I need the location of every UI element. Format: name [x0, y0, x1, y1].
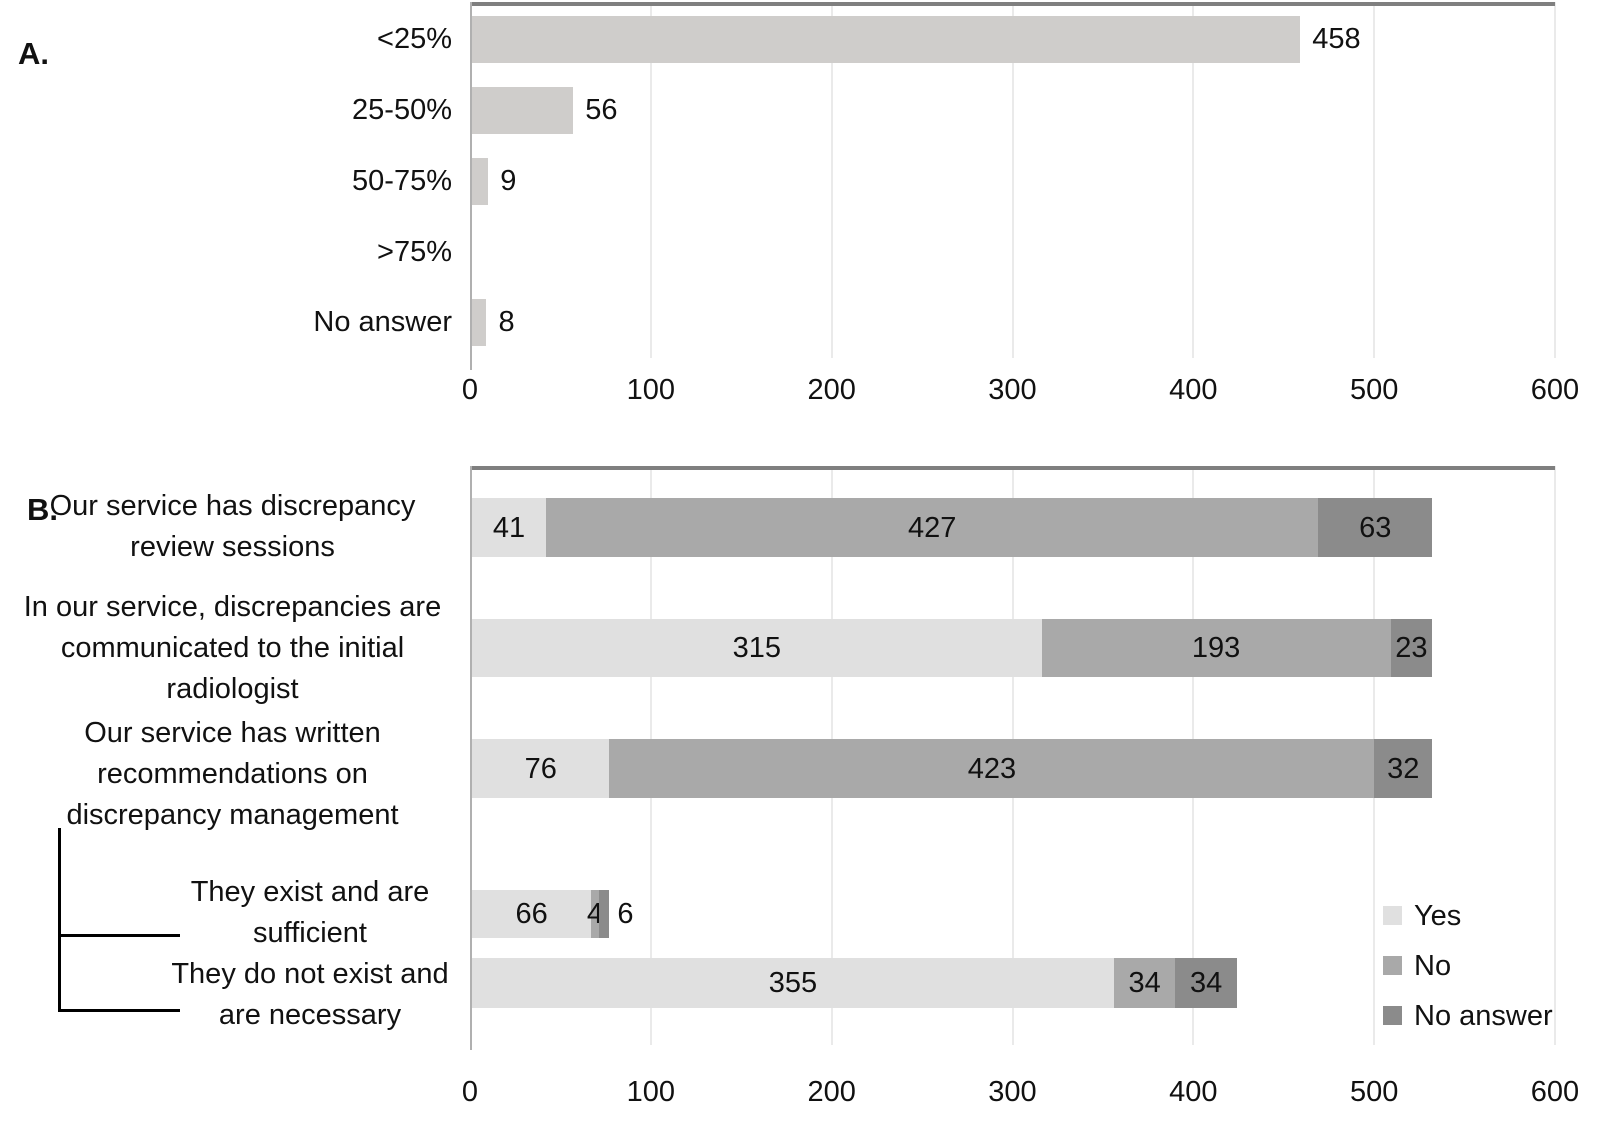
bar-segment-yes: [472, 958, 1114, 1008]
value-label: 355: [768, 967, 818, 999]
gridline: [1554, 466, 1556, 1045]
value-label: 427: [908, 511, 957, 544]
value-label: 34: [1190, 967, 1223, 999]
legend-swatch-no-answer: [1383, 1006, 1402, 1025]
value-label: 76: [524, 752, 557, 785]
bar-segment-no: [546, 498, 1319, 557]
x-tick-label: 100: [626, 374, 676, 406]
bar-segment-no-answer: [1175, 958, 1237, 1008]
plot-b-axis-line: [470, 466, 472, 1050]
x-tick-label: 600: [1530, 1076, 1580, 1108]
legend-label-yes: Yes: [1414, 900, 1462, 932]
category-label: 25-50%: [352, 94, 452, 126]
bracket-horizontal-line: [58, 1009, 180, 1012]
bar: [472, 87, 574, 134]
panel-b-label: B.: [27, 492, 58, 527]
category-label: They do not exist and are necessary: [171, 958, 449, 1031]
bar-segment-no: [591, 890, 599, 938]
legend-label-no: No: [1414, 950, 1452, 982]
bar-segment-yes: [472, 619, 1042, 677]
x-tick-label: 200: [807, 374, 856, 406]
category-label: In our service, discrepancies are commun…: [23, 591, 442, 705]
category-label: <25%: [377, 23, 452, 55]
gridline: [649, 2, 652, 358]
legend-swatch-yes: [1383, 906, 1402, 925]
x-tick-label: 100: [626, 1076, 676, 1108]
bar-segment-yes: [472, 739, 610, 798]
plot-b-top-border: [470, 466, 1555, 470]
bar-segment-no: [1041, 619, 1391, 677]
value-label: 56: [585, 94, 618, 126]
value-label: 458: [1312, 23, 1361, 55]
value-label: 66: [515, 898, 548, 930]
category-label: No answer: [313, 306, 452, 338]
x-tick-label: 0: [461, 374, 479, 406]
x-tick-label: 400: [1169, 1076, 1218, 1108]
bar: [472, 299, 487, 346]
x-tick-label: 200: [807, 1076, 856, 1108]
legend-label-no-answer: No answer: [1414, 1000, 1553, 1032]
gridline: [830, 2, 833, 358]
gridline: [1554, 2, 1556, 358]
bar-segment-yes: [472, 890, 592, 938]
gridline: [1192, 2, 1195, 358]
gridline: [1011, 2, 1014, 358]
bar-segment-yes: [472, 498, 547, 557]
plot-a-top-border: [470, 2, 1555, 6]
bracket-horizontal-line: [58, 934, 180, 937]
bar-segment-no-answer: [1318, 498, 1433, 557]
value-label: 23: [1395, 632, 1428, 664]
x-tick-label: 500: [1349, 1076, 1399, 1108]
x-tick-label: 0: [461, 1076, 479, 1108]
bar: [472, 158, 489, 205]
value-label: 315: [732, 632, 781, 664]
bar-segment-no-answer: [598, 890, 610, 938]
category-label: They exist and are sufficient: [190, 876, 430, 949]
category-label: Our service has written recommendations …: [66, 717, 399, 831]
category-label: >75%: [377, 236, 452, 268]
x-tick-label: 600: [1530, 374, 1580, 406]
x-tick-label: 300: [988, 374, 1037, 406]
category-label: 50-75%: [352, 165, 452, 197]
value-label: 193: [1191, 632, 1241, 664]
x-tick-label: 400: [1169, 374, 1218, 406]
category-label: Our service has discrepancy review sessi…: [49, 490, 416, 563]
bar-segment-no-answer: [1390, 619, 1433, 677]
value-label: 6: [617, 898, 634, 930]
bracket-vertical-line: [58, 828, 61, 1012]
value-label: 423: [967, 752, 1017, 785]
value-label: 8: [498, 306, 515, 338]
bar-segment-no: [1113, 958, 1176, 1008]
bar-segment-no-answer: [1374, 739, 1433, 798]
value-label: 32: [1387, 752, 1420, 785]
value-label: 41: [492, 511, 526, 544]
legend-swatch-no: [1383, 956, 1402, 975]
gridline: [1373, 2, 1376, 358]
bar-segment-no: [609, 739, 1375, 798]
plot-a-axis-line: [470, 2, 472, 370]
x-tick-label: 300: [988, 1076, 1037, 1108]
value-label: 63: [1359, 511, 1392, 544]
bar: [472, 16, 1301, 63]
value-label: 9: [500, 165, 517, 197]
value-label: 34: [1128, 967, 1161, 999]
x-tick-label: 500: [1349, 374, 1399, 406]
panel-a-label: A.: [18, 36, 49, 71]
